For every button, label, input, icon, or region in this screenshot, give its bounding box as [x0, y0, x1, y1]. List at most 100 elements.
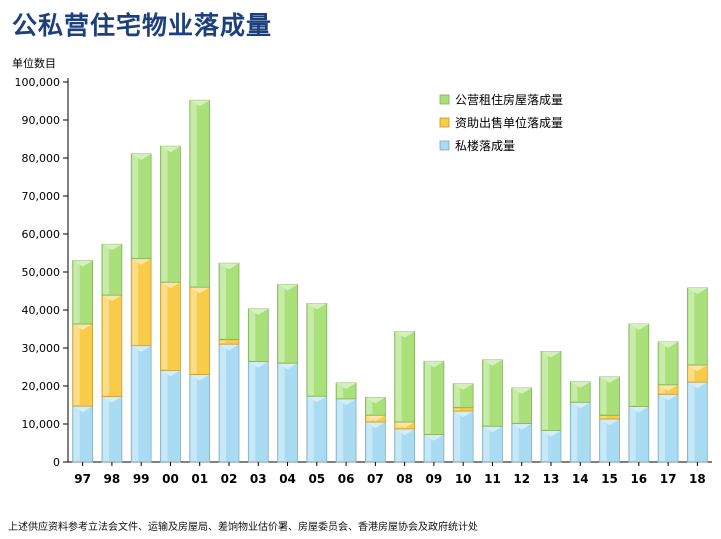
bar-segment-bevel [219, 344, 239, 351]
bar-segment-highlight [483, 360, 490, 426]
bar-segment-highlight [132, 154, 139, 258]
bar-segment-highlight [307, 304, 314, 396]
bar-segment-highlight [688, 288, 695, 365]
bar-segment-highlight [220, 345, 227, 461]
x-tick-label: 15 [601, 472, 618, 486]
bar-segment-bevel [160, 282, 181, 289]
bar-segment-highlight [571, 403, 578, 461]
bar-segment-highlight [629, 407, 636, 461]
x-tick-label: 04 [279, 472, 296, 486]
x-tick-label: 18 [689, 472, 706, 486]
bar-segment-bevel [101, 295, 122, 302]
x-tick-label: 16 [630, 472, 647, 486]
bar-segment-bevel [189, 287, 210, 294]
bar-segment-bevel [628, 324, 649, 331]
bar-segment-highlight [600, 420, 607, 461]
legend-label: 私楼落成量 [455, 138, 515, 153]
bar-segment-bevel [189, 374, 210, 381]
bar-segment-highlight [688, 383, 695, 461]
bar-segment-highlight [542, 352, 549, 430]
bar-segment-bevel [160, 146, 181, 153]
bar-segment-bevel [336, 382, 357, 389]
bar-segment-bevel [160, 370, 181, 377]
bar-segment-bevel [658, 384, 679, 391]
bar-segment-bevel [511, 423, 532, 430]
bar-segment-highlight [337, 383, 344, 398]
bar-segment-highlight [73, 407, 80, 461]
bar-segment-highlight [307, 397, 314, 461]
y-tick-label: 30,000 [22, 342, 61, 355]
bar-segment-bevel [248, 361, 269, 368]
bar-segment-bevel [248, 308, 269, 315]
bar-segment-highlight [483, 427, 490, 461]
y-tick-label: 20,000 [22, 380, 61, 393]
bar-segment-bevel [570, 402, 591, 409]
bar-segment-bevel [599, 419, 620, 426]
bar-segment-bevel [72, 260, 93, 267]
bar-segment-highlight [688, 366, 695, 382]
bar-segment-bevel [394, 331, 415, 338]
bar-segment-highlight [190, 101, 197, 287]
bar-segment-bevel [453, 383, 474, 390]
bar-segment-highlight [366, 423, 373, 461]
plot-area: 0 10,000 20,000 30,000 40,000 50,000 60,000 70,… [15, 76, 712, 486]
bar-segment-bevel [541, 351, 561, 358]
x-tick-label: 07 [367, 472, 384, 486]
bar-segment-bevel [394, 428, 415, 435]
bar-segment-highlight [337, 399, 344, 461]
y-tick-label: 60,000 [22, 228, 61, 241]
bar-segment-highlight [220, 264, 227, 339]
bar-segment-highlight [132, 346, 139, 461]
bar-segment-bevel [131, 345, 152, 352]
bar-segment-bevel [365, 415, 386, 422]
bar-segment-bevel [423, 434, 444, 441]
x-tick-label: 02 [221, 472, 238, 486]
y-tick-label: 50,000 [22, 266, 61, 279]
bar-segment-bevel [453, 411, 474, 418]
bar-segment-bevel [482, 359, 503, 366]
x-tick-label: 01 [191, 472, 208, 486]
bar-segment-bevel [570, 381, 591, 388]
bar-segment-highlight [102, 245, 109, 295]
bar-segment-bevel [423, 361, 444, 368]
bar-segment-highlight [629, 325, 636, 406]
page-title: 公私营住宅物业落成量 [12, 11, 273, 40]
bar-segment-bevel [482, 426, 503, 433]
x-tick-label: 10 [455, 472, 472, 486]
bar-segment-highlight [454, 384, 461, 407]
x-tick-label: 97 [74, 472, 91, 486]
legend-swatch [439, 140, 450, 151]
bar-segment-highlight [161, 147, 168, 282]
bar-segment-bevel [658, 341, 679, 348]
bar-segment-highlight [424, 362, 431, 434]
bar-segment-highlight [512, 388, 519, 423]
x-tick-label: 13 [543, 472, 560, 486]
bar-segment-bevel [628, 406, 649, 413]
bar-segment-bevel [131, 258, 152, 265]
bar-segment-bevel [306, 303, 327, 310]
bar-segment-highlight [190, 375, 197, 461]
bar-segment-bevel [72, 324, 93, 331]
x-tick-label: 11 [484, 472, 501, 486]
x-tick-label: 98 [104, 472, 121, 486]
legend-swatch [439, 117, 450, 128]
y-tick-label: 90,000 [22, 114, 61, 127]
bar-segment-bevel [687, 382, 708, 389]
bar-segment-highlight [659, 342, 666, 384]
bar-segment-bevel [687, 287, 708, 294]
y-axis-label: 单位数目 [12, 56, 56, 70]
bar-segment-highlight [249, 362, 256, 461]
bar-segment-highlight [220, 340, 227, 344]
y-tick-label: 0 [53, 456, 60, 469]
bar-segment-bevel [511, 387, 532, 394]
bar-segment-highlight [73, 325, 80, 406]
bar-segment-bevel [336, 398, 357, 405]
bar-segment-highlight [659, 385, 666, 394]
bar-segment-bevel [101, 396, 122, 403]
bar-segment-highlight [542, 431, 549, 461]
bar-segment-bevel [72, 406, 93, 413]
bar-segment-highlight [454, 412, 461, 461]
y-tick-label: 100,000 [15, 76, 61, 89]
